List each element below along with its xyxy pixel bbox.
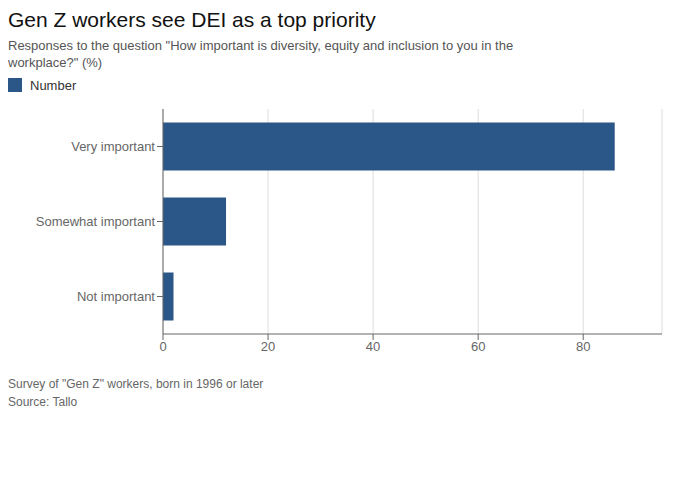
html-text:Number: Number xyxy=(30,77,77,93)
html-text:Source: Tallo: Source: Tallo xyxy=(8,394,78,409)
svg-text:Not important: Not important xyxy=(77,289,155,304)
svg-text:20: 20 xyxy=(261,339,275,354)
html-text:Gen Z workers see DEI as a top: Gen Z workers see DEI as a top priority xyxy=(8,8,376,31)
svg-text:40: 40 xyxy=(366,339,380,354)
svg-text:Very important: Very important xyxy=(71,139,155,154)
svg-text:0: 0 xyxy=(159,339,166,354)
svg-text:Somewhat important: Somewhat important xyxy=(36,214,156,229)
html-text:Survey of "Gen Z" workers, bor: Survey of "Gen Z" workers, born in 1996 … xyxy=(8,376,264,391)
svg-text:60: 60 xyxy=(471,339,485,354)
html-text:Responses to the question "How: Responses to the question "How important… xyxy=(8,38,514,70)
svg-text:80: 80 xyxy=(576,339,590,354)
